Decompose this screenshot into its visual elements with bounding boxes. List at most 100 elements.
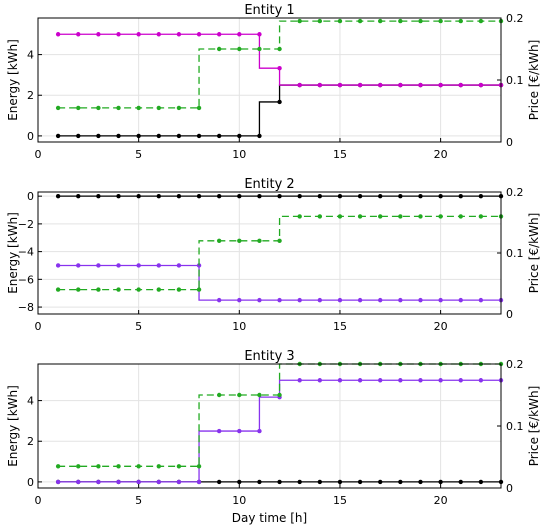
x-tick-label: 5 xyxy=(135,494,142,507)
x-tick-label: 10 xyxy=(232,320,246,333)
data-point xyxy=(438,82,443,88)
data-point xyxy=(398,82,403,88)
data-point xyxy=(96,479,101,485)
data-point xyxy=(297,297,302,303)
chart-title: Entity 3 xyxy=(244,349,294,364)
x-tick-label: 15 xyxy=(333,494,347,507)
x-tick-label: 5 xyxy=(135,148,142,161)
data-point xyxy=(176,32,182,37)
data-point xyxy=(237,297,242,303)
data-point xyxy=(378,18,383,24)
series-line-2 xyxy=(58,379,501,483)
data-point xyxy=(55,105,61,111)
data-point xyxy=(277,99,282,105)
data-point xyxy=(136,287,141,292)
series-line-3 xyxy=(58,215,501,291)
data-point xyxy=(136,263,141,268)
data-point xyxy=(458,214,463,219)
data-point xyxy=(277,193,282,199)
data-point xyxy=(96,464,101,469)
data-point xyxy=(418,193,423,199)
data-point xyxy=(317,378,323,383)
data-point xyxy=(317,479,323,485)
data-point xyxy=(76,287,81,292)
x-axis-label: Day time [h] xyxy=(232,511,307,525)
data-point xyxy=(438,193,443,199)
data-point xyxy=(257,193,262,199)
data-point xyxy=(76,464,81,469)
data-point xyxy=(478,479,484,485)
data-point xyxy=(418,82,423,88)
data-point xyxy=(156,193,161,199)
data-point xyxy=(257,238,262,243)
data-point xyxy=(438,479,443,485)
chart-title: Entity 2 xyxy=(244,177,294,192)
data-point xyxy=(378,479,383,485)
data-point xyxy=(438,18,443,24)
data-point xyxy=(357,214,363,219)
data-point xyxy=(196,32,202,37)
x-tick-label: 20 xyxy=(434,148,448,161)
data-point xyxy=(478,82,484,88)
data-point xyxy=(216,32,222,37)
y-tick-label: 4 xyxy=(27,49,34,62)
data-point xyxy=(257,392,262,398)
data-point xyxy=(357,18,363,24)
data-point xyxy=(237,238,242,243)
data-point xyxy=(116,479,121,485)
data-point xyxy=(116,287,121,292)
data-point xyxy=(96,32,101,37)
data-point xyxy=(136,32,141,37)
y2-tick-label: 0 xyxy=(506,136,513,149)
data-point xyxy=(55,133,61,139)
data-point xyxy=(398,193,403,199)
data-point xyxy=(116,105,121,111)
data-point xyxy=(357,479,363,485)
y2-tick-label: 0.2 xyxy=(506,12,524,25)
data-point xyxy=(337,214,343,219)
y2-tick-label: 0 xyxy=(506,308,513,321)
data-point xyxy=(357,193,363,199)
data-point xyxy=(96,105,101,111)
data-point xyxy=(337,297,343,303)
y2-axis-label: Price [€/kWh] xyxy=(527,40,541,121)
data-point xyxy=(196,133,202,139)
data-point xyxy=(96,133,101,139)
x-tick-label: 0 xyxy=(35,320,42,333)
data-point xyxy=(317,297,323,303)
data-point xyxy=(176,263,182,268)
data-point xyxy=(76,105,81,111)
data-point xyxy=(156,32,161,37)
chart-panel-1: 0 5 10 15 20 0 2 4 0 0.1 0.2 Entity 1 Energy [kWh] Pr… xyxy=(6,3,541,161)
data-point xyxy=(176,133,182,139)
data-point xyxy=(257,46,262,52)
series-line-1 xyxy=(58,84,501,137)
y2-tick-label: 0.1 xyxy=(506,420,524,433)
data-point xyxy=(76,133,81,139)
series-line-3 xyxy=(58,363,501,467)
data-point xyxy=(317,193,323,199)
data-point xyxy=(216,297,222,303)
data-point xyxy=(317,82,323,88)
data-point xyxy=(237,32,242,37)
data-point xyxy=(458,18,463,24)
data-point xyxy=(418,297,423,303)
data-point xyxy=(176,287,182,292)
chart-title: Entity 1 xyxy=(244,3,294,18)
data-point xyxy=(418,479,423,485)
data-point xyxy=(438,297,443,303)
data-point xyxy=(76,263,81,268)
data-point xyxy=(55,479,61,485)
data-point xyxy=(398,214,403,219)
y-axis-label: Energy [kWh] xyxy=(6,212,20,294)
y2-tick-label: 0.1 xyxy=(506,247,524,260)
data-point xyxy=(55,287,61,292)
x-tick-label: 0 xyxy=(35,494,42,507)
data-point xyxy=(216,193,222,199)
data-point xyxy=(176,479,182,485)
data-point xyxy=(297,479,302,485)
data-point xyxy=(76,32,81,37)
data-point xyxy=(55,193,61,199)
x-tick-label: 10 xyxy=(232,494,246,507)
